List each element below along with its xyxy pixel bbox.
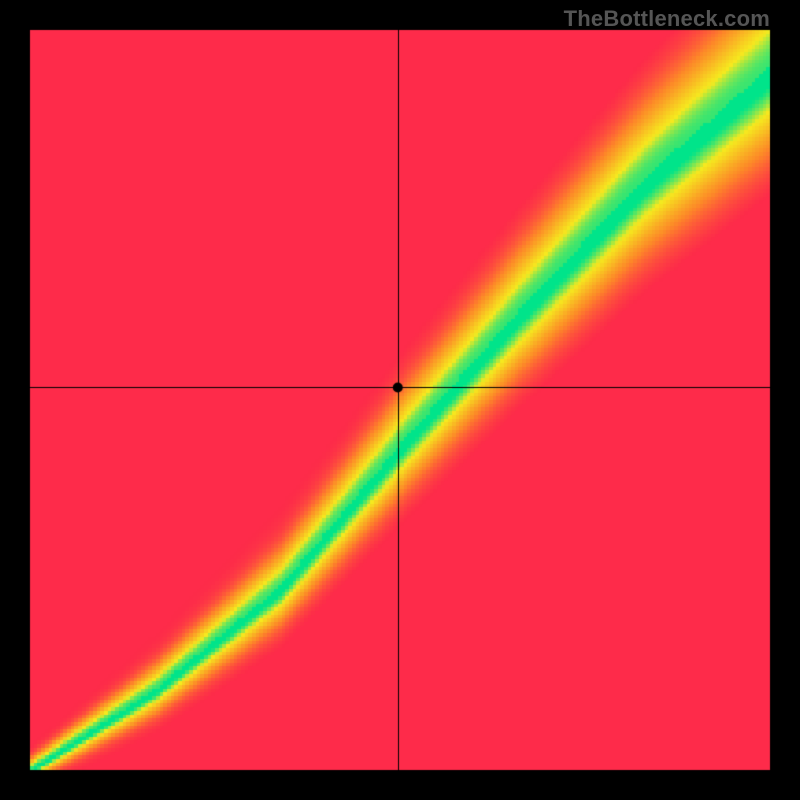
watermark-text: TheBottleneck.com: [564, 6, 770, 32]
heatmap-canvas: [0, 0, 800, 800]
chart-container: TheBottleneck.com: [0, 0, 800, 800]
